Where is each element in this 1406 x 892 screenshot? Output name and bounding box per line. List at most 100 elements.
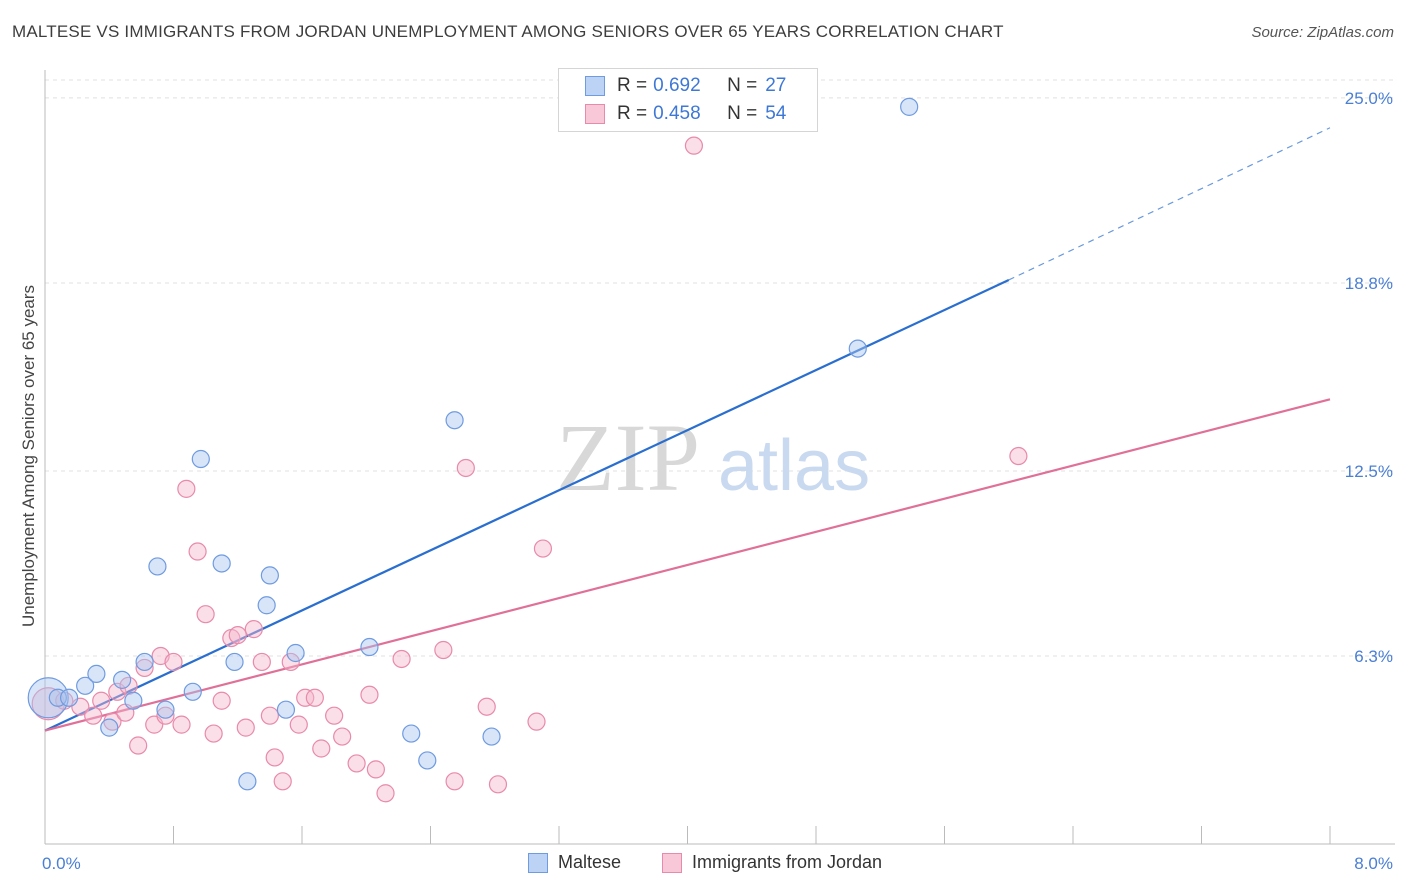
maltese-point xyxy=(183,682,202,701)
maltese-legend-swatch xyxy=(528,852,548,873)
maltese-point xyxy=(238,772,257,791)
jordan-point xyxy=(204,724,223,743)
jordan-point xyxy=(129,736,148,755)
maltese-point xyxy=(848,339,867,358)
maltese-trend-extension xyxy=(1008,127,1331,281)
maltese-point xyxy=(135,652,154,672)
jordan-point xyxy=(135,658,154,678)
jordan-point xyxy=(312,739,331,758)
maltese-point xyxy=(445,411,464,430)
jordan-point xyxy=(236,718,255,737)
legend-r-label: R = xyxy=(617,75,648,96)
maltese-point xyxy=(482,727,501,746)
legend-n-label: N = xyxy=(727,75,758,96)
correlation-legend: R = 0.692 N = 27 R = 0.458 N = 54 xyxy=(558,68,818,132)
jordan-point xyxy=(477,697,496,716)
watermark-atlas: atlas xyxy=(718,426,870,506)
bottom-legend-jordan: Immigrants from Jordan xyxy=(662,852,882,873)
jordan-point xyxy=(1009,446,1028,466)
legend-n-value: 54 xyxy=(765,103,787,124)
maltese-point xyxy=(360,637,379,657)
jordan-point xyxy=(305,688,324,707)
legend-r-value: 0.458 xyxy=(653,103,701,124)
jordan-point xyxy=(533,539,553,558)
jordan-point xyxy=(212,691,231,710)
grid-lines xyxy=(45,79,1395,657)
jordan-trend-line xyxy=(44,398,1331,732)
jordan-point xyxy=(172,715,191,734)
jordan-point xyxy=(108,682,127,701)
jordan-point xyxy=(281,652,300,672)
maltese-point xyxy=(76,676,95,695)
y-tick-label: 25.0% xyxy=(1345,89,1393,108)
maltese-point xyxy=(260,566,279,585)
jordan-point xyxy=(164,652,183,672)
jordan-point xyxy=(188,542,207,561)
jordan-point xyxy=(196,605,215,624)
jordan-legend-label: Immigrants from Jordan xyxy=(692,852,883,872)
jordan-legend-swatch xyxy=(662,852,682,873)
axes xyxy=(44,70,1395,845)
maltese-point xyxy=(900,97,919,116)
axis-labels: 6.3% 12.5% 18.8% 25.0% 0.0% 8.0% xyxy=(42,89,1393,873)
maltese-point xyxy=(212,554,231,573)
y-tick-label: 12.5% xyxy=(1345,462,1393,481)
jordan-point xyxy=(488,775,508,794)
jordan-point xyxy=(527,712,546,731)
maltese-point xyxy=(276,700,296,719)
jordan-point xyxy=(434,640,453,660)
maltese-point xyxy=(286,643,305,663)
jordan-point xyxy=(376,784,395,803)
y-axis-label: Unemployment Among Seniors over 65 years xyxy=(19,285,38,627)
maltese-point xyxy=(225,652,244,672)
jordan-point xyxy=(392,649,411,669)
maltese-point xyxy=(257,596,276,615)
chart-title: MALTESE VS IMMIGRANTS FROM JORDAN UNEMPL… xyxy=(12,22,1004,41)
maltese-trend-line xyxy=(44,278,1010,732)
maltese-point xyxy=(100,718,119,737)
maltese-legend-label: Maltese xyxy=(558,852,622,872)
jordan-points xyxy=(31,136,1028,803)
legend-n-label: N = xyxy=(727,103,758,124)
jordan-point xyxy=(445,772,464,791)
jordan-point xyxy=(333,727,352,746)
maltese-point xyxy=(148,557,167,576)
maltese-point xyxy=(112,670,132,689)
legend-row-jordan: R = 0.458 N = 54 xyxy=(585,103,786,125)
jordan-point xyxy=(92,691,111,710)
trend-lines xyxy=(44,127,1331,732)
maltese-point xyxy=(27,677,69,719)
jordan-point xyxy=(156,706,175,725)
jordan-point xyxy=(84,706,103,725)
legend-r-value: 0.692 xyxy=(653,75,701,96)
source-label: Source: ZipAtlas.com xyxy=(1251,24,1394,41)
jordan-swatch xyxy=(585,104,605,124)
maltese-point xyxy=(87,664,106,683)
maltese-point xyxy=(402,724,421,743)
legend-n-value: 27 xyxy=(765,75,787,96)
jordan-point xyxy=(273,772,292,791)
maltese-point xyxy=(418,751,437,770)
y-tick-label: 18.8% xyxy=(1345,274,1393,293)
jordan-point xyxy=(265,748,284,767)
maltese-point xyxy=(124,691,143,710)
maltese-swatch xyxy=(585,76,605,96)
jordan-point xyxy=(244,620,263,639)
jordan-point xyxy=(228,625,247,645)
jordan-point xyxy=(252,652,271,672)
jordan-point xyxy=(366,760,385,779)
jordan-point xyxy=(325,706,344,725)
jordan-point xyxy=(289,715,308,734)
jordan-point xyxy=(684,136,704,155)
jordan-point xyxy=(360,685,379,704)
maltese-point xyxy=(156,700,175,719)
maltese-points xyxy=(27,97,919,791)
x-tick-label: 8.0% xyxy=(1354,854,1393,873)
maltese-point xyxy=(191,449,210,469)
jordan-point xyxy=(296,688,315,707)
watermark: ZIP atlas xyxy=(556,404,870,511)
legend-row-maltese: R = 0.692 N = 27 xyxy=(585,75,786,97)
jordan-point xyxy=(177,479,196,498)
legend-r-label: R = xyxy=(617,103,648,124)
